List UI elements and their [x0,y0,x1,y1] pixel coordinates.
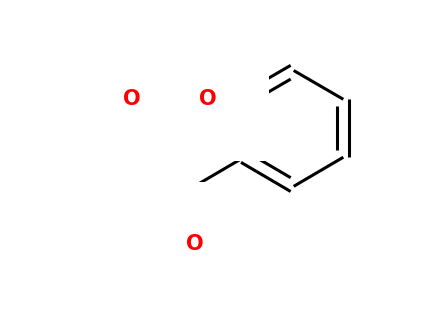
Text: O: O [186,234,203,254]
Text: O: O [123,89,140,109]
Text: O: O [199,89,216,109]
